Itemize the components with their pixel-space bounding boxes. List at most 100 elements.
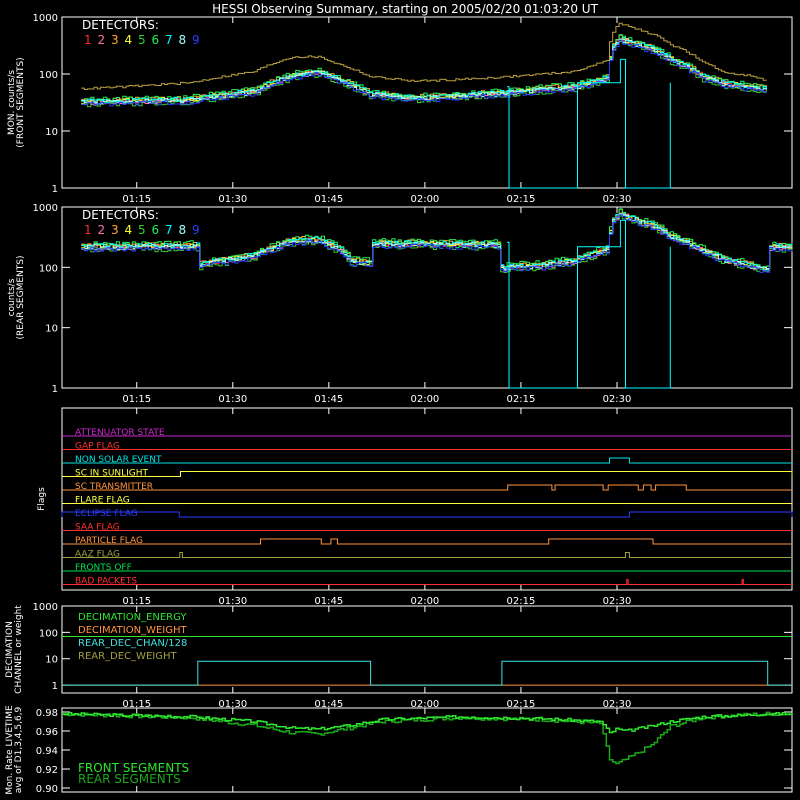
decimation-frame [61, 605, 793, 694]
flag-label-bad: BAD PACKETS [75, 577, 137, 587]
front-x-tick-label: 02:00 [410, 194, 439, 205]
rear-legend-entry: 3 [111, 223, 119, 237]
decimation-y-axis-label: DECIMATION [5, 621, 15, 678]
rear-legend-entry: 1 [84, 223, 92, 237]
rear-x-tick-label: 01:45 [314, 394, 343, 405]
rear-legend-title: DETECTORS: [82, 208, 159, 222]
front-legend-entry: 3 [111, 33, 119, 47]
rear-x-tick-label: 02:00 [410, 394, 439, 405]
decimation-x-tick-label: 01:15 [122, 699, 151, 710]
rear-legend-entry: 6 [152, 223, 160, 237]
front-x-tick-label: 01:30 [218, 194, 247, 205]
front-x-tick-label: 01:45 [314, 194, 343, 205]
livetime-y-axis-label: avg of D1,3,4,5,6,9 [14, 706, 24, 793]
livetime-legend-front: FRONT SEGMENTS [78, 761, 189, 775]
flag-trace-nonsolar [62, 457, 792, 464]
decimation-x-tick-label: 02:00 [410, 699, 439, 710]
decimation-y-axis-label: CHANNEL or weight [14, 605, 24, 694]
rear-legend-entry: 9 [192, 223, 200, 237]
flags-x-tick-label: 01:30 [218, 596, 247, 607]
rear-series-detector-3 [81, 208, 793, 270]
rear-x-tick-label: 01:30 [218, 394, 247, 405]
livetime-rear-series [62, 711, 793, 765]
decimation-legend-entry: REAR_DEC_WEIGHT [78, 651, 177, 662]
front-series-total [81, 22, 767, 90]
flag-label-transmitter: SC TRANSMITTER [75, 482, 153, 492]
rear-dec-chan-trace [62, 660, 792, 686]
front-legend-entry: 5 [138, 33, 146, 47]
rear-frame [61, 206, 793, 389]
front-x-tick-label: 01:15 [122, 194, 151, 205]
front-x-tick-label: 02:30 [603, 194, 632, 205]
rear-legend-entry: 8 [179, 223, 187, 237]
livetime-y-tick-label: 0.92 [36, 765, 58, 776]
flag-label-fronts: FRONTS OFF [75, 563, 132, 573]
flags-x-tick-label: 02:15 [507, 596, 536, 607]
front-series-detector-6 [81, 34, 767, 102]
decimation-x-tick-label: 02:30 [603, 699, 632, 710]
front-y-tick-label: 100 [39, 70, 58, 81]
front-legend-entry: 6 [152, 33, 160, 47]
front-y-tick-label: 1 [52, 184, 58, 195]
flag-trace-aaz [62, 552, 792, 558]
decimation-legend-entry: DECIMATION_ENERGY [78, 612, 187, 623]
front-series-dropout [507, 58, 671, 189]
flag-label-nonsolar: NON SOLAR EVENT [75, 455, 162, 465]
rear-series-detector-8 [81, 213, 793, 271]
rear-series-detector-7 [81, 213, 793, 271]
rear-x-tick-label: 02:30 [603, 394, 632, 405]
flag-label-flare: FLARE FLAG [75, 496, 130, 506]
flag-label-saa: SAA FLAG [75, 523, 120, 533]
decimation-x-tick-label: 02:15 [507, 699, 536, 710]
flag-label-eclipse: ECLIPSE FLAG [75, 509, 138, 519]
front-legend-entry: 9 [192, 33, 200, 47]
front-legend-entry: 8 [179, 33, 187, 47]
rear-series-detector-9 [81, 214, 793, 273]
livetime-y-tick-label: 0.96 [36, 727, 58, 738]
rear-x-tick-label: 01:15 [122, 394, 151, 405]
decimation-x-tick-label: 01:45 [314, 699, 343, 710]
flag-trace-transmitter [62, 484, 792, 491]
livetime-y-tick-label: 0.94 [36, 746, 58, 757]
rear-legend-entry: 2 [98, 223, 106, 237]
chart-title: HESSI Observing Summary, starting on 200… [212, 2, 598, 16]
rear-series-dropout [507, 219, 671, 389]
rear-y-tick-label: 1 [52, 384, 58, 395]
front-legend-entry: 1 [84, 33, 92, 47]
front-y-tick-label: 1000 [33, 13, 58, 24]
decimation-y-tick-label: 1000 [33, 602, 58, 613]
flag-trace-eclipse [61, 511, 793, 518]
rear-x-tick-label: 02:15 [507, 394, 536, 405]
rear-y-tick-label: 1000 [33, 203, 58, 214]
flags-frame [61, 407, 793, 591]
decimation-y-tick-label: 100 [39, 628, 58, 639]
rear-y-tick-label: 100 [39, 263, 58, 274]
rear-legend-entry: 4 [125, 223, 133, 237]
front-legend-entry: 4 [125, 33, 133, 47]
rear-y-axis-label: counts/s [7, 278, 17, 316]
front-series-detector-9 [81, 39, 767, 107]
flag-label-attenuator: ATTENUATOR STATE [75, 428, 165, 438]
flag-label-sunlight: SC IN SUNLIGHT [75, 469, 149, 479]
front-y-tick-label: 10 [45, 127, 58, 138]
flag-trace-particle [62, 538, 792, 545]
livetime-front-series [62, 711, 793, 734]
flags-x-tick-label: 01:45 [314, 596, 343, 607]
livetime-y-tick-label: 0.98 [36, 708, 58, 719]
front-x-tick-label: 02:15 [507, 194, 536, 205]
front-series-detector-7 [81, 37, 767, 103]
rear-legend-entry: 5 [138, 223, 146, 237]
flags-y-axis-label: Flags [37, 487, 47, 511]
front-y-axis-label: MON. counts/s [7, 70, 17, 135]
front-y-axis-label: (FRONT SEGMENTS) [16, 57, 26, 147]
front-frame [61, 16, 793, 189]
flag-label-gap: GAP FLAG [75, 442, 120, 452]
flag-trace-sunlight [62, 471, 793, 477]
flag-label-aaz: AAZ FLAG [75, 550, 120, 560]
livetime-legend-rear: REAR SEGMENTS [78, 772, 181, 786]
flag-trace-bad [62, 579, 792, 585]
decimation-y-tick-label: 1 [52, 681, 58, 692]
rear-series-detector-6 [81, 208, 793, 268]
flags-x-tick-label: 02:30 [603, 596, 632, 607]
